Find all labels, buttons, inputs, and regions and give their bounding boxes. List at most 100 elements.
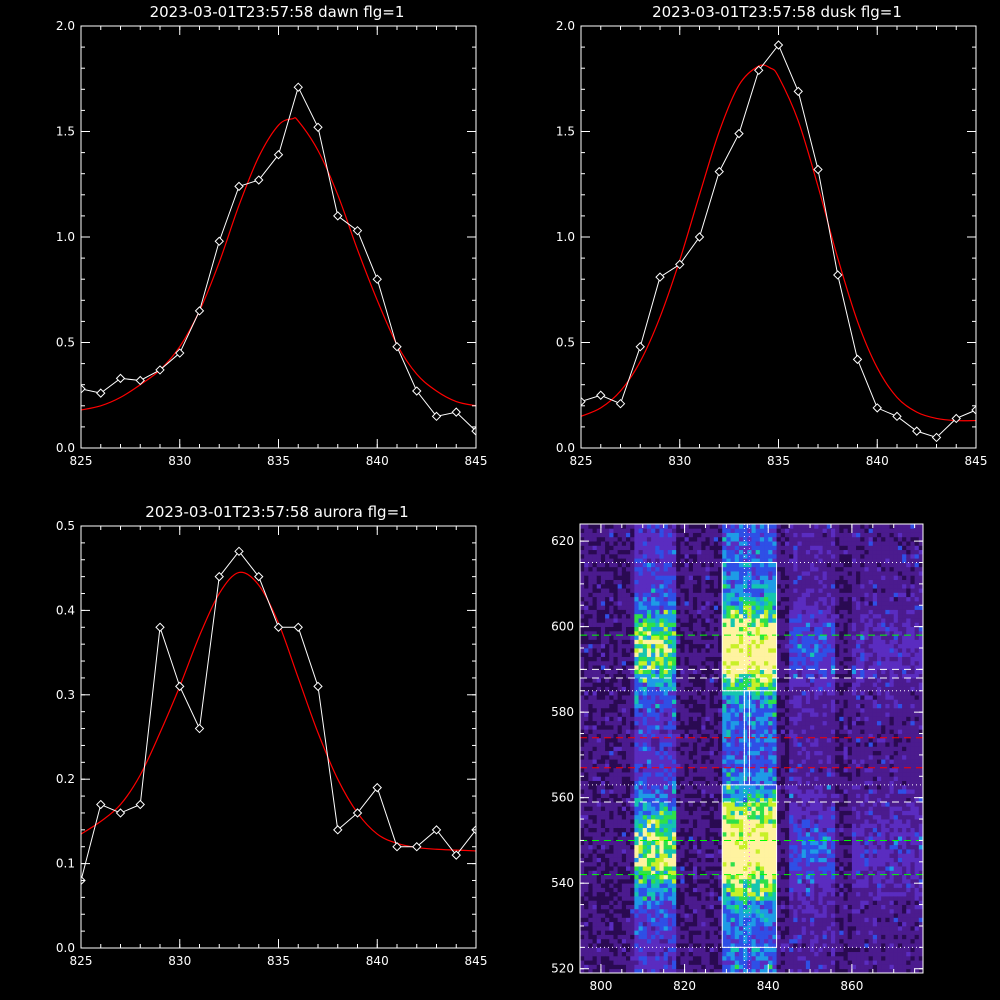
spectrogram-cell xyxy=(705,819,711,824)
spectrogram-cell xyxy=(684,930,690,935)
spectrogram-cell xyxy=(588,861,593,867)
spectrogram-cell xyxy=(722,682,727,687)
spectrogram-cell xyxy=(651,541,656,546)
spectrogram-cell xyxy=(617,827,623,833)
spectrogram-cell xyxy=(718,968,723,974)
spectrogram-cell xyxy=(697,780,702,786)
spectrogram-cell xyxy=(680,677,685,683)
spectrogram-cell xyxy=(600,831,606,837)
spectrogram-cell xyxy=(588,669,593,675)
spectrogram-cell xyxy=(600,797,606,803)
spectrogram-cell xyxy=(709,524,715,529)
spectrogram-cell xyxy=(722,784,727,790)
spectrogram-cell xyxy=(718,763,723,769)
spectrogram-cell xyxy=(588,917,593,923)
spectrogram-cell xyxy=(751,806,757,811)
spectrogram-cell xyxy=(621,622,627,628)
spectrogram-cell xyxy=(659,643,665,649)
spectrogram-cell xyxy=(726,742,731,747)
spectrogram-cell xyxy=(709,695,715,700)
spectrogram-cell xyxy=(680,947,685,953)
spectrogram-cell xyxy=(621,848,627,854)
spectrogram-cell xyxy=(617,677,623,683)
aurora-data-point xyxy=(412,842,422,852)
spectrogram-cell xyxy=(588,609,593,615)
spectrogram-cell xyxy=(709,541,715,546)
spectrogram-cell xyxy=(621,737,627,743)
spectrogram-cell xyxy=(743,930,748,935)
spectrogram-cell xyxy=(651,596,656,602)
spectrogram-cell xyxy=(663,763,669,769)
spectrogram-cell xyxy=(630,870,635,876)
spectrogram-cell xyxy=(596,767,602,773)
spectrogram-cell xyxy=(588,660,593,666)
spectrogram-cell xyxy=(613,947,619,953)
spectrogram-cell xyxy=(738,759,744,764)
spectrogram-cell xyxy=(584,921,589,927)
spectrogram-cell xyxy=(659,566,665,572)
spectrogram-cell xyxy=(659,660,665,666)
spectrogram-cell xyxy=(609,883,614,888)
spectrogram-cell xyxy=(600,853,606,858)
spectrogram-cell xyxy=(692,622,698,628)
spectrogram-cell xyxy=(605,746,610,752)
spectrogram-cell xyxy=(646,571,652,576)
spectrogram-cell xyxy=(609,930,614,935)
spectrogram-cell xyxy=(626,712,631,717)
spectrogram-cell xyxy=(726,583,731,589)
spectrogram-cell xyxy=(713,648,719,653)
spectrogram-cell xyxy=(663,545,669,551)
spectrogram-cell xyxy=(730,733,736,739)
spectrogram-cell xyxy=(642,883,648,888)
spectrogram-cell xyxy=(718,917,723,923)
spectrogram-cell xyxy=(667,579,673,585)
spectrogram-cell xyxy=(600,904,606,910)
spectrogram-cell xyxy=(718,596,723,602)
spectrogram-cell xyxy=(726,541,731,546)
spectrogram-cell xyxy=(630,883,635,888)
spectrogram-cell xyxy=(621,767,627,773)
spectrogram-cell xyxy=(738,819,744,824)
spectrogram-cell xyxy=(738,695,744,700)
spectrogram-cell xyxy=(743,934,748,940)
spectrogram-cell xyxy=(605,943,610,948)
spectrogram-cell xyxy=(701,887,706,893)
spectrogram-cell xyxy=(663,767,669,773)
spectrogram-cell xyxy=(580,742,585,747)
spectrogram-cell xyxy=(613,823,619,829)
spectrogram-cell xyxy=(722,737,727,743)
spectrogram-cell xyxy=(743,686,748,692)
spectrogram-cell xyxy=(709,883,715,888)
spectrogram-cell xyxy=(630,943,635,948)
spectrogram-cell xyxy=(646,579,652,585)
spectrogram-cell xyxy=(600,579,606,585)
spectrogram-cell xyxy=(751,609,757,615)
spectrogram-cell xyxy=(663,848,669,854)
spectrogram-cell xyxy=(672,823,677,829)
spectrogram-cell xyxy=(743,558,748,563)
spectrogram-cell xyxy=(755,737,761,743)
spectrogram-cell xyxy=(722,686,727,692)
spectrogram-cell xyxy=(697,964,702,970)
spectrogram-cell xyxy=(713,934,719,940)
spectrogram-cell xyxy=(592,549,598,555)
spectrogram-cell xyxy=(617,626,623,632)
spectrogram-cell xyxy=(722,930,727,935)
spectrogram-cell xyxy=(713,836,719,841)
spectrogram-cell xyxy=(651,934,656,940)
spectrogram-cell xyxy=(580,648,585,653)
spectrogram-cell xyxy=(584,861,589,867)
spectrogram-cell xyxy=(697,524,702,529)
spectrogram-cell xyxy=(580,626,585,632)
spectrogram-cell xyxy=(680,904,685,910)
spectrogram-cell xyxy=(697,720,702,726)
spectrogram-cell xyxy=(651,759,656,764)
spectrogram-cell xyxy=(738,605,744,610)
aurora-data-point xyxy=(431,825,442,835)
spectrogram-cell xyxy=(722,776,727,781)
spectrogram-cell xyxy=(718,955,723,961)
spectrogram-cell xyxy=(738,622,744,628)
spectrogram-cell xyxy=(659,690,665,696)
aurora-data-point xyxy=(451,850,461,860)
spectrogram-cell xyxy=(676,541,681,546)
